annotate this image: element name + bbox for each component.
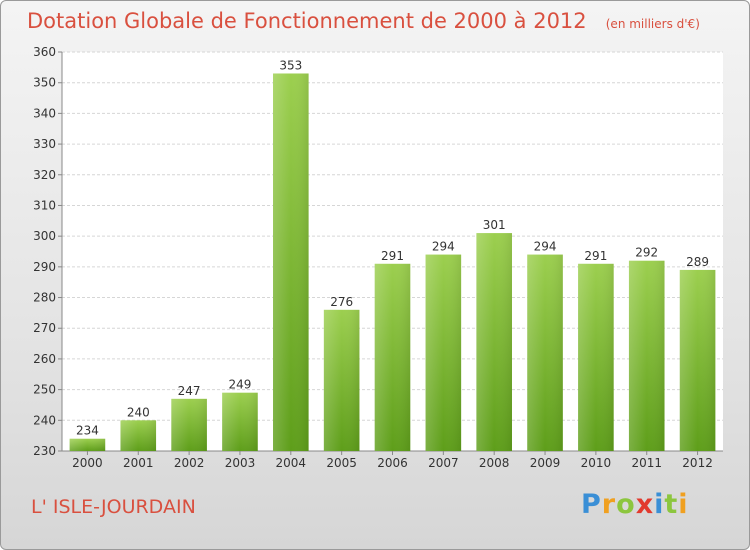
y-tick-label: 320	[33, 168, 56, 182]
x-tick-label-2007: 2007	[428, 456, 459, 470]
x-tick-label-2012: 2012	[682, 456, 713, 470]
title-line: Dotation Globale de Fonctionnement de 20…	[27, 9, 700, 33]
bar-shade-2001	[120, 420, 157, 451]
bar-shade-2011	[628, 260, 665, 451]
value-label-2008: 301	[483, 218, 506, 232]
chart-title: Dotation Globale de Fonctionnement de 20…	[27, 9, 587, 33]
logo-letter: r	[601, 489, 617, 520]
value-label-2000: 234	[76, 424, 99, 438]
logo-letter: i	[654, 489, 665, 520]
chart-subtitle: (en milliers d'€)	[605, 17, 700, 31]
logo-letter: i	[678, 489, 689, 520]
x-tick-label-2011: 2011	[631, 456, 662, 470]
proxiti-logo: Proxiti	[581, 489, 689, 520]
logo-letter: t	[664, 489, 679, 520]
bar-shade-2002	[171, 398, 207, 451]
x-tick-label-2002: 2002	[174, 456, 205, 470]
labels-layer: 230 240 250 260 270 280 290 300 310 320 330 340 350 3…	[33, 45, 713, 470]
y-tick-label: 280	[33, 291, 56, 305]
value-label-2001: 240	[127, 405, 150, 419]
logo-letter: o	[616, 489, 636, 520]
bar-shade-2003	[222, 392, 258, 451]
value-label-2006: 291	[381, 249, 404, 263]
bars-layer	[69, 73, 716, 451]
commune-name: L' ISLE-JOURDAIN	[31, 496, 196, 518]
x-tick-label-2006: 2006	[377, 456, 408, 470]
y-tick-label: 290	[33, 260, 56, 274]
bar-shade-2000	[69, 438, 106, 451]
value-label-2007: 294	[432, 240, 455, 254]
x-tick-label-2003: 2003	[225, 456, 256, 470]
bar-shade-2008	[476, 233, 512, 451]
x-tick-label-2005: 2005	[326, 456, 357, 470]
x-tick-label-2009: 2009	[530, 456, 561, 470]
y-tick-label: 300	[33, 229, 56, 243]
x-tick-label-2008: 2008	[479, 456, 510, 470]
bar-shade-2010	[578, 263, 614, 451]
logo-letter: P	[581, 489, 602, 520]
y-tick-label: 340	[33, 106, 56, 120]
y-tick-label: 240	[33, 413, 56, 427]
value-label-2009: 294	[534, 240, 557, 254]
y-tick-label: 330	[33, 137, 56, 151]
bar-shade-2012	[679, 269, 716, 451]
y-tick-label: 230	[33, 444, 56, 458]
y-tick-label: 350	[33, 76, 56, 90]
value-label-2004: 353	[279, 58, 302, 72]
y-tick-label: 270	[33, 321, 56, 335]
x-tick-label-2001: 2001	[123, 456, 154, 470]
x-tick-label-2000: 2000	[72, 456, 103, 470]
bar-shade-2006	[374, 263, 411, 451]
bar-shade-2005	[323, 309, 360, 451]
value-label-2011: 292	[635, 246, 658, 260]
y-tick-label: 260	[33, 352, 56, 366]
logo-letter: x	[635, 489, 655, 520]
bar-shade-2007	[425, 254, 462, 451]
value-label-2010: 291	[584, 249, 607, 263]
value-label-2002: 247	[178, 384, 201, 398]
x-tick-label-2010: 2010	[581, 456, 612, 470]
x-tick-label-2004: 2004	[276, 456, 307, 470]
bar-shade-2004	[273, 73, 309, 451]
value-label-2012: 289	[686, 255, 709, 269]
y-tick-label: 310	[33, 198, 56, 212]
value-label-2003: 249	[229, 378, 252, 392]
y-tick-label: 360	[33, 45, 56, 59]
bar-shade-2009	[527, 254, 563, 451]
y-tick-label: 250	[33, 383, 56, 397]
value-label-2005: 276	[330, 295, 353, 309]
